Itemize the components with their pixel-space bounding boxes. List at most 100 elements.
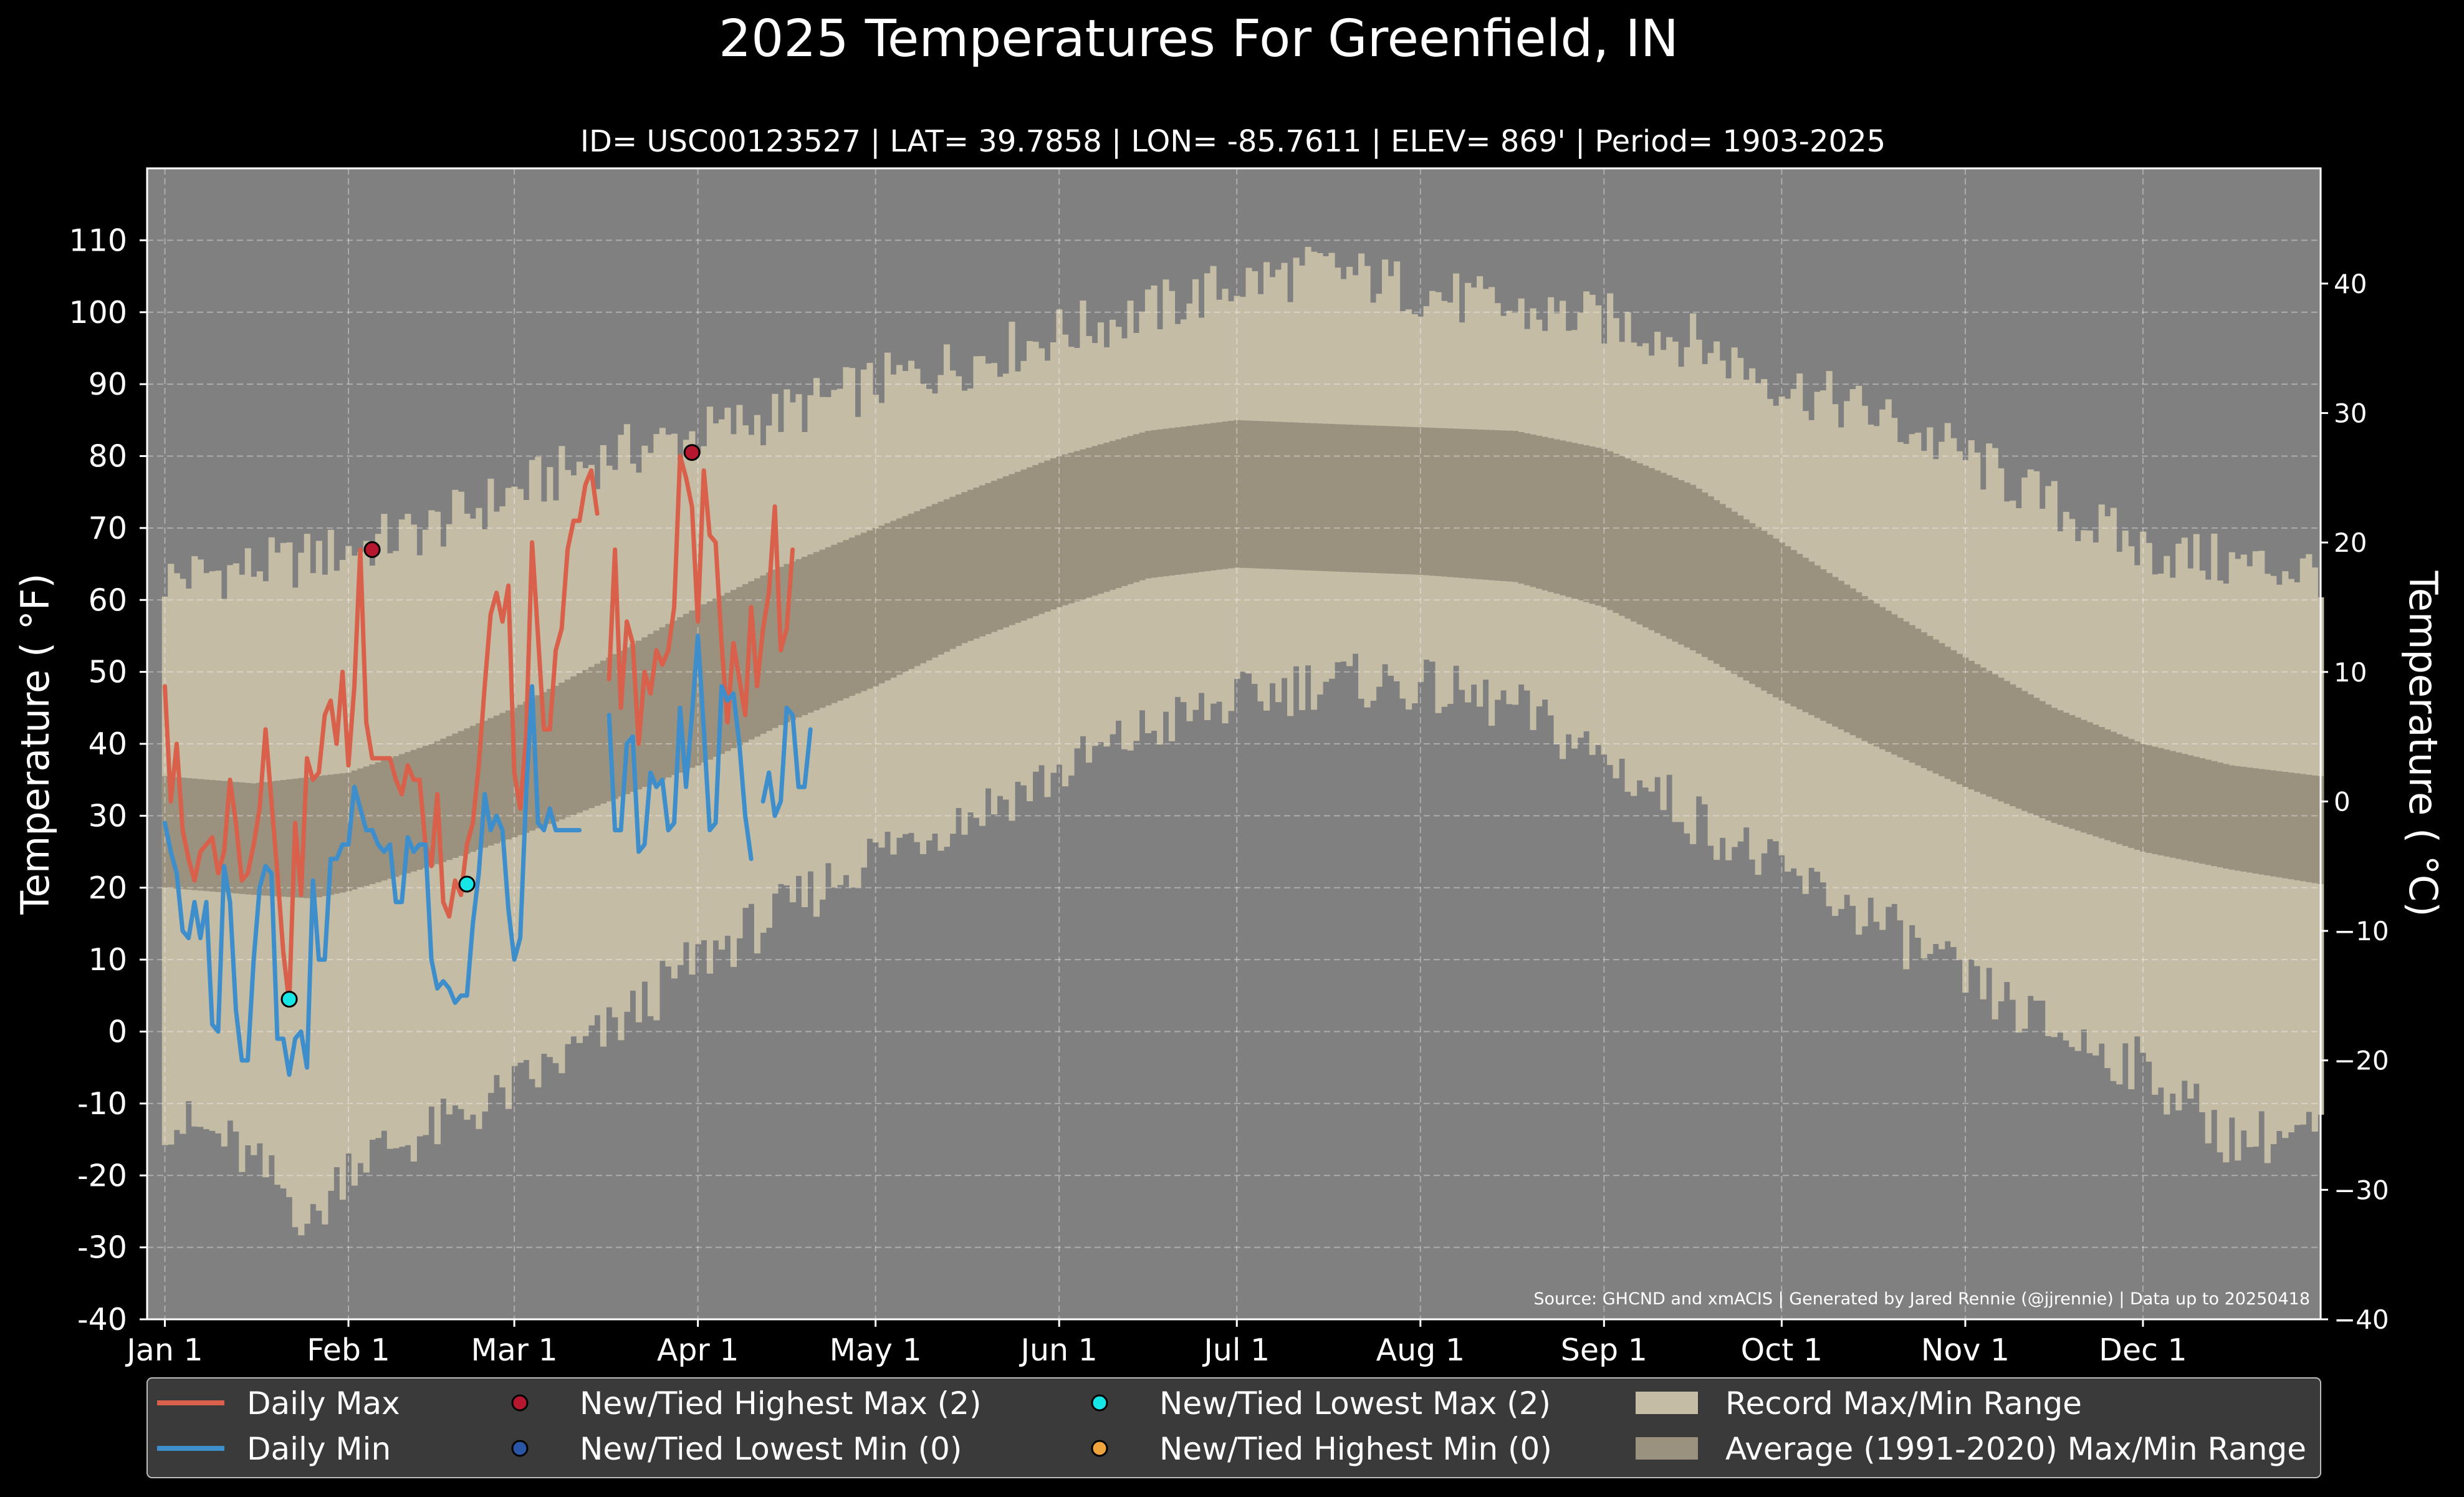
y-axis-label-right: Temperature ( °C) [2400, 570, 2446, 917]
normal-range-bar [1536, 435, 1543, 589]
normal-range-bar [1293, 422, 1300, 570]
normal-range-bar [819, 549, 826, 708]
record-marker [458, 875, 476, 893]
normal-range-bar [1162, 428, 1169, 577]
normal-range-bar [2181, 754, 2188, 860]
normal-range-bar [564, 679, 571, 817]
legend-dot-swatch [1091, 1440, 1108, 1457]
x-tick-label: Oct 1 [1741, 1332, 1823, 1368]
normal-range-bar [848, 537, 856, 696]
normal-range-bar [2205, 759, 2212, 865]
normal-range-bar [742, 584, 749, 743]
y-tick-label-right: 30 [2334, 398, 2367, 428]
normal-range-bar [1856, 592, 1862, 738]
normal-range-bar [286, 779, 293, 897]
normal-range-bar [1227, 420, 1235, 569]
daily-series [163, 454, 813, 1077]
normal-range-bar [393, 756, 400, 877]
normal-range-bar [784, 564, 790, 723]
normal-range-bar [1494, 430, 1501, 581]
legend-dot-swatch [511, 1394, 529, 1412]
normal-range-bar [866, 530, 873, 689]
legend-label: New/Tied Lowest Min (0) [580, 1431, 962, 1467]
normal-range-bar [1305, 423, 1311, 570]
y-tick-label-left: 100 [69, 295, 127, 330]
normal-range-bar [1939, 643, 1945, 776]
normal-range-bar [2276, 771, 2283, 878]
normal-range-bar [1512, 431, 1519, 582]
legend-label: Daily Max [247, 1385, 400, 1422]
normal-range-bar [772, 569, 779, 728]
normal-range-bar [1613, 453, 1619, 614]
x-tick-label: Nov 1 [1921, 1332, 2010, 1368]
chart-subtitle: ID= USC00123527 | LAT= 39.7858 | LON= -8… [580, 124, 1886, 159]
y-tick-label-left: -40 [77, 1302, 127, 1337]
normal-range-bar [1168, 428, 1176, 576]
normal-range-bar [1577, 444, 1584, 601]
normal-range-bar [943, 499, 951, 652]
normal-range-bar [517, 705, 524, 835]
normal-range-bar [1080, 449, 1086, 600]
normal-range-bar [1861, 596, 1868, 741]
normal-range-bar [926, 506, 932, 661]
normal-range-bar [2169, 751, 2176, 858]
normal-range-bar [789, 561, 796, 720]
normal-range-bar [2086, 722, 2093, 835]
normal-range-bar [2122, 736, 2129, 846]
record-marker [280, 991, 298, 1008]
legend-patch-swatch [1636, 1437, 1698, 1460]
normal-range-bar [1607, 451, 1614, 610]
normal-range-bar [1109, 441, 1116, 590]
normal-range-bar [1636, 463, 1643, 625]
series-line-daily-min [163, 684, 582, 1077]
normal-range-bar [1388, 426, 1394, 574]
normal-range-bar [1453, 428, 1460, 578]
normal-range-bar [1832, 577, 1839, 727]
normal-range-bar [1269, 421, 1276, 569]
x-tick-label: Aug 1 [1376, 1332, 1465, 1368]
normal-range-bar [1370, 425, 1377, 573]
normal-range-bar [2039, 701, 2046, 819]
legend-label: Average (1991-2020) Max/Min Range [1725, 1431, 2306, 1467]
normal-range-bar [641, 637, 648, 787]
record-marker [363, 541, 381, 558]
normal-range-bar [1275, 421, 1282, 570]
normal-range-bar [2228, 765, 2235, 870]
normal-range-bar [1654, 470, 1661, 633]
normal-range-bar [1802, 557, 1809, 713]
y-tick-label-left: 110 [69, 223, 127, 258]
normal-range-bar [1690, 484, 1697, 651]
y-tick-label-left: 40 [89, 726, 127, 762]
normal-range-bar [990, 481, 998, 632]
normal-range-bar [2045, 704, 2052, 821]
normal-range-bar [2128, 739, 2135, 848]
normal-range-bar [2015, 688, 2022, 809]
normal-range-bar [1660, 473, 1667, 636]
record-markers [280, 444, 701, 1008]
normal-range-bar [2235, 766, 2241, 871]
plot-area: Source: GHCND and xmACIS | Generated by … [146, 167, 2324, 1321]
normal-range-bar [2175, 752, 2182, 859]
y-axis-left: -40 -30 -20 -10 0 10 20 30 40 50 60 70 80 90 100 110 [69, 223, 147, 1337]
normal-range-bar [1548, 438, 1555, 592]
normal-range-bar [1873, 604, 1880, 747]
normal-range-bar [2069, 715, 2076, 829]
x-tick-label: Sep 1 [1561, 1332, 1647, 1368]
normal-range-bar [1897, 618, 1904, 758]
normal-range-bar [375, 762, 381, 883]
normal-range-bar [1920, 632, 1927, 768]
normal-range-bar [1198, 424, 1205, 572]
normal-range-bar [1506, 430, 1513, 582]
normal-range-bar [1903, 621, 1910, 760]
normal-range-bar [1115, 439, 1122, 589]
normal-range-bar [552, 685, 559, 822]
normal-range-bar [256, 782, 263, 895]
normal-range-bar [647, 633, 654, 785]
source-note: Source: GHCND and xmACIS | Generated by … [1533, 1289, 2310, 1309]
y-tick-label-right: −20 [2334, 1046, 2389, 1076]
normal-range-bar [1352, 425, 1359, 572]
normal-range-bar [1050, 458, 1057, 610]
y-tick-label-left: 10 [89, 942, 127, 978]
normal-range-bar [540, 692, 547, 826]
normal-range-bar [2057, 710, 2064, 825]
